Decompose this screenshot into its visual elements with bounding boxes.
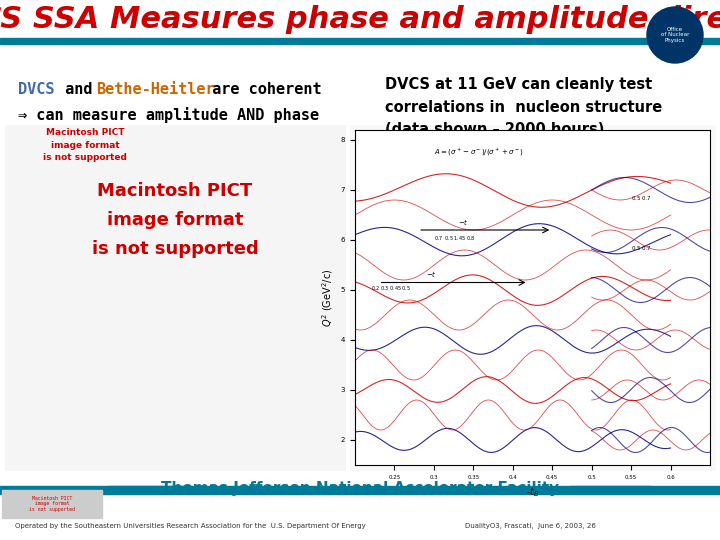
Y-axis label: $Q^2$ (GeV$^2$/c): $Q^2$ (GeV$^2$/c): [320, 268, 336, 327]
Bar: [108, 486, 188, 492]
Text: Office
of Nuclear
Physics: Office of Nuclear Physics: [661, 26, 689, 43]
Bar: [2, 490, 102, 518]
Text: $A=(\sigma^+-\sigma^-)/(\sigma^++\sigma^-)$: $A=(\sigma^+-\sigma^-)/(\sigma^++\sigma^…: [434, 147, 523, 159]
Text: $0.2\ 0.3\ 0.45\ 0.5$: $0.2\ 0.3\ 0.45\ 0.5$: [371, 284, 411, 292]
Text: DVCS: DVCS: [18, 83, 55, 98]
Text: (data shown – 2000 hours): (data shown – 2000 hours): [385, 122, 604, 137]
Bar: [5, 125, 345, 470]
Text: $0.5\ 0.7$: $0.5\ 0.7$: [631, 244, 652, 252]
Bar: [350, 125, 715, 470]
Text: $0.7\ \ 0.5\ 1.45\ 0.8$: $0.7\ \ 0.5\ 1.45\ 0.8$: [434, 234, 476, 242]
Text: Thomas Jefferson National Accelerator Facility: Thomas Jefferson National Accelerator Fa…: [161, 481, 559, 496]
Bar: [570, 486, 650, 492]
Text: correlations in  nucleon structure: correlations in nucleon structure: [385, 99, 662, 114]
Text: Macintosh PICT
image format
is not supported: Macintosh PICT image format is not suppo…: [29, 496, 75, 512]
Text: Macintosh PICT
image format
is not supported: Macintosh PICT image format is not suppo…: [91, 182, 258, 258]
Text: DualityO3, Frascati,  June 6, 2003, 26: DualityO3, Frascati, June 6, 2003, 26: [464, 523, 595, 529]
Text: DVCS SSA Measures phase and amplitude directly: DVCS SSA Measures phase and amplitude di…: [0, 5, 720, 35]
Text: $-t$: $-t$: [426, 269, 437, 280]
Bar: [0, 486, 720, 494]
Bar: [0, 0, 720, 40]
Text: ⇒ can measure amplitude AND phase: ⇒ can measure amplitude AND phase: [18, 107, 319, 123]
Text: $0.5\ 0.7$: $0.5\ 0.7$: [631, 194, 652, 202]
Text: Bethe-Heitler: Bethe-Heitler: [96, 83, 215, 98]
Text: $-t$: $-t$: [457, 217, 469, 227]
X-axis label: -$t_B$: -$t_B$: [526, 485, 539, 499]
Text: Operated by the Southeastern Universities Research Association for the  U.S. Dep: Operated by the Southeastern Universitie…: [14, 523, 365, 529]
Text: are coherent: are coherent: [203, 83, 322, 98]
Text: and: and: [56, 83, 102, 98]
Circle shape: [647, 7, 703, 63]
Text: DVCS at 11 GeV can cleanly test: DVCS at 11 GeV can cleanly test: [385, 78, 652, 92]
Text: Macintosh PICT
image format
is not supported: Macintosh PICT image format is not suppo…: [43, 128, 127, 162]
Bar: [0, 38, 720, 44]
